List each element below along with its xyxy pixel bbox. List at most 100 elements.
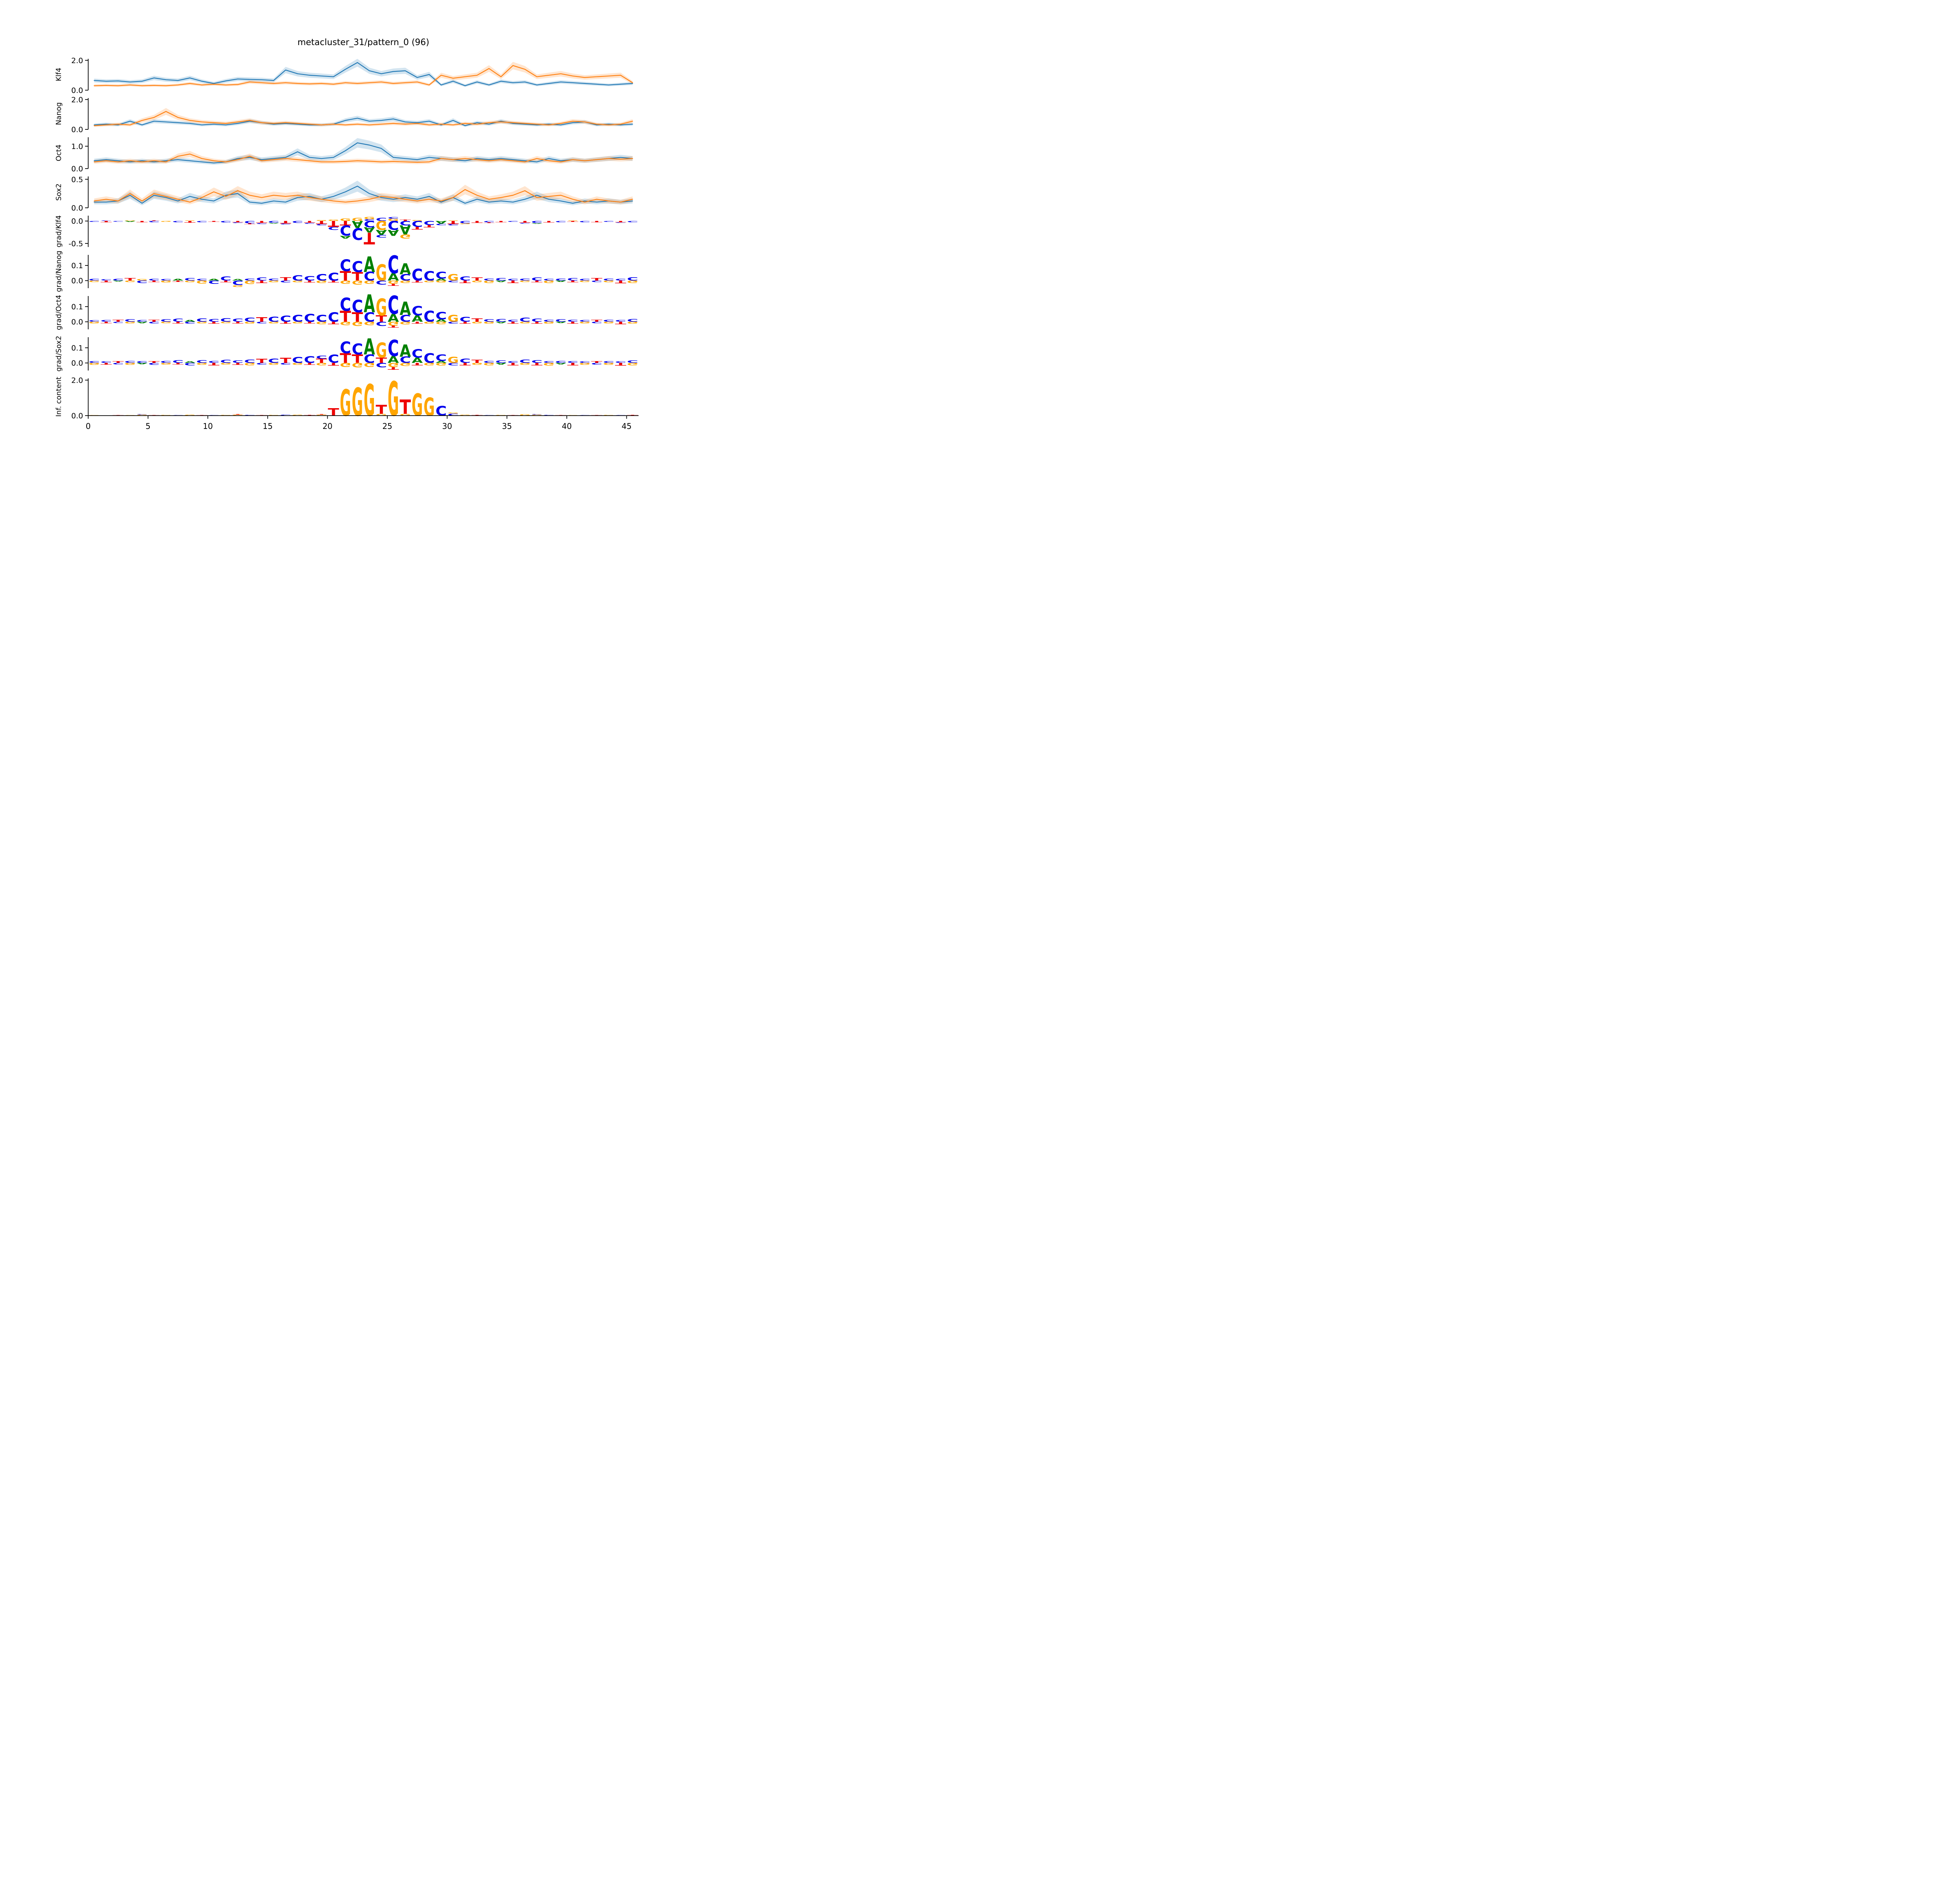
svg-text:T: T bbox=[340, 220, 351, 227]
svg-text:G: G bbox=[124, 362, 136, 365]
svg-text:C: C bbox=[579, 221, 590, 223]
svg-text:C: C bbox=[244, 278, 256, 281]
svg-text:0.0: 0.0 bbox=[71, 318, 83, 327]
svg-text:C: C bbox=[160, 360, 172, 363]
svg-text:40: 40 bbox=[562, 421, 572, 431]
svg-text:G: G bbox=[436, 321, 447, 325]
svg-text:A: A bbox=[495, 321, 507, 323]
svg-text:A: A bbox=[364, 253, 375, 277]
svg-text:C: C bbox=[448, 321, 459, 324]
svg-text:C: C bbox=[603, 278, 614, 281]
svg-text:C: C bbox=[256, 321, 267, 324]
svg-text:C: C bbox=[495, 278, 507, 282]
svg-text:C: C bbox=[232, 360, 243, 364]
svg-text:C: C bbox=[448, 224, 459, 226]
svg-text:G: G bbox=[184, 414, 196, 416]
svg-text:G: G bbox=[519, 280, 531, 282]
svg-text:C: C bbox=[412, 266, 423, 285]
svg-text:C: C bbox=[89, 221, 100, 222]
svg-text:0.0: 0.0 bbox=[71, 412, 83, 420]
svg-text:C: C bbox=[424, 351, 435, 366]
svg-text:C: C bbox=[113, 322, 124, 323]
svg-text:G: G bbox=[184, 280, 196, 283]
svg-text:C: C bbox=[220, 220, 232, 223]
svg-text:C: C bbox=[136, 320, 148, 322]
svg-text:G: G bbox=[196, 280, 208, 284]
svg-text:G: G bbox=[316, 362, 327, 366]
svg-text:C: C bbox=[328, 352, 339, 366]
svg-text:5: 5 bbox=[145, 421, 151, 431]
svg-text:T: T bbox=[304, 321, 316, 324]
svg-text:C: C bbox=[615, 361, 626, 363]
svg-text:T: T bbox=[340, 351, 351, 366]
svg-text:0.1: 0.1 bbox=[71, 262, 83, 270]
svg-text:C: C bbox=[280, 223, 291, 225]
svg-text:C: C bbox=[340, 257, 351, 276]
svg-text:G: G bbox=[399, 233, 411, 239]
svg-text:C: C bbox=[292, 356, 303, 365]
svg-text:C: C bbox=[364, 310, 375, 325]
svg-text:T: T bbox=[459, 362, 471, 366]
svg-text:C: C bbox=[591, 280, 603, 282]
svg-text:G: G bbox=[388, 218, 399, 222]
svg-text:C: C bbox=[459, 358, 471, 365]
svg-text:G: G bbox=[472, 362, 483, 365]
svg-text:C: C bbox=[292, 313, 303, 324]
svg-text:C: C bbox=[591, 321, 603, 323]
svg-text:A: A bbox=[436, 220, 447, 224]
svg-text:G: G bbox=[124, 220, 136, 221]
svg-text:G: G bbox=[436, 280, 447, 283]
svg-text:G: G bbox=[364, 320, 375, 326]
svg-text:C: C bbox=[292, 220, 303, 223]
svg-text:-0.5: -0.5 bbox=[69, 240, 83, 248]
svg-text:A: A bbox=[232, 279, 243, 281]
svg-text:C: C bbox=[244, 317, 256, 323]
svg-text:C: C bbox=[483, 278, 495, 281]
svg-text:C: C bbox=[627, 221, 638, 223]
svg-text:A: A bbox=[364, 225, 375, 234]
svg-text:T: T bbox=[376, 403, 387, 417]
svg-text:G: G bbox=[124, 280, 136, 282]
svg-text:A: A bbox=[172, 278, 184, 281]
svg-text:15: 15 bbox=[263, 421, 272, 431]
svg-text:C: C bbox=[531, 318, 543, 323]
svg-text:T: T bbox=[399, 396, 411, 419]
svg-text:G: G bbox=[388, 320, 399, 327]
svg-text:C: C bbox=[459, 276, 471, 282]
svg-text:G: G bbox=[424, 321, 435, 324]
svg-text:C: C bbox=[100, 320, 112, 322]
svg-text:T: T bbox=[472, 220, 483, 223]
svg-text:G: G bbox=[627, 362, 638, 366]
svg-text:C: C bbox=[531, 277, 543, 282]
svg-text:T: T bbox=[567, 280, 579, 283]
svg-text:2.0: 2.0 bbox=[71, 96, 83, 104]
svg-text:C: C bbox=[352, 258, 363, 276]
svg-text:C: C bbox=[436, 404, 447, 419]
svg-text:T: T bbox=[280, 356, 292, 365]
svg-text:A: A bbox=[399, 222, 411, 236]
svg-text:T: T bbox=[208, 221, 220, 222]
svg-text:C: C bbox=[567, 278, 579, 282]
svg-text:C: C bbox=[579, 278, 590, 281]
svg-text:C: C bbox=[364, 219, 375, 222]
svg-text:G: G bbox=[244, 362, 256, 366]
svg-text:G: G bbox=[399, 362, 411, 367]
svg-text:C: C bbox=[149, 278, 160, 281]
svg-text:C: C bbox=[196, 318, 208, 323]
svg-text:A: A bbox=[436, 278, 447, 281]
svg-text:G: G bbox=[89, 321, 100, 324]
svg-text:C: C bbox=[352, 341, 363, 358]
svg-text:G: G bbox=[376, 260, 387, 286]
svg-text:G: G bbox=[268, 362, 279, 365]
svg-text:G: G bbox=[399, 321, 411, 325]
svg-text:T: T bbox=[316, 414, 327, 415]
svg-text:A: A bbox=[399, 298, 411, 320]
svg-text:G: G bbox=[412, 387, 423, 423]
svg-text:T: T bbox=[412, 362, 423, 366]
svg-text:C: C bbox=[172, 360, 184, 364]
svg-text:C: C bbox=[220, 359, 232, 364]
svg-text:45: 45 bbox=[622, 421, 632, 431]
svg-text:G: G bbox=[543, 321, 555, 324]
svg-text:C: C bbox=[531, 360, 543, 364]
svg-text:T: T bbox=[316, 220, 327, 225]
